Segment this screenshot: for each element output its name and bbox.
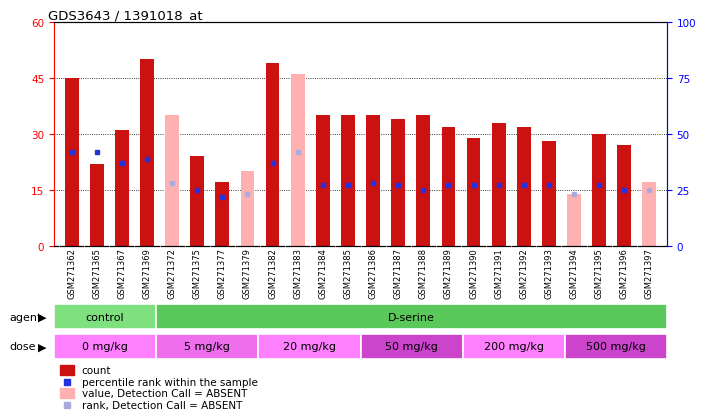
Text: GSM271396: GSM271396 (620, 248, 629, 299)
Text: GSM271392: GSM271392 (519, 248, 528, 299)
Text: rank, Detection Call = ABSENT: rank, Detection Call = ABSENT (81, 400, 242, 410)
Bar (316, 116, 329, 246)
Bar (156, 334, 258, 359)
Text: 20 mg/kg: 20 mg/kg (283, 342, 336, 351)
Text: GSM271384: GSM271384 (319, 248, 327, 299)
Text: 5 mg/kg: 5 mg/kg (185, 342, 230, 351)
Text: GSM271394: GSM271394 (570, 248, 578, 299)
Text: control: control (86, 312, 125, 322)
Text: agent: agent (9, 312, 42, 322)
Bar (642, 183, 656, 246)
Bar (54, 334, 156, 359)
Bar (265, 64, 280, 246)
Bar (592, 135, 606, 246)
Text: GDS3643 / 1391018_at: GDS3643 / 1391018_at (48, 9, 203, 22)
Bar (156, 304, 667, 329)
Text: GSM271365: GSM271365 (92, 248, 101, 299)
Bar (417, 116, 430, 246)
Text: GSM271390: GSM271390 (469, 248, 478, 299)
Bar (115, 131, 129, 246)
Bar (466, 138, 480, 246)
Text: GSM271383: GSM271383 (293, 248, 302, 299)
Text: GSM271391: GSM271391 (494, 248, 503, 299)
Text: GSM271377: GSM271377 (218, 248, 227, 299)
Bar (61, 389, 74, 398)
Bar (567, 194, 581, 246)
Text: ▶: ▶ (38, 342, 47, 351)
Bar (565, 334, 667, 359)
Text: D-serine: D-serine (388, 312, 435, 322)
Bar (61, 365, 74, 375)
Bar (492, 123, 505, 246)
Text: 500 mg/kg: 500 mg/kg (586, 342, 646, 351)
Text: 0 mg/kg: 0 mg/kg (82, 342, 128, 351)
Bar (517, 127, 531, 246)
Bar (165, 116, 179, 246)
Text: GSM271379: GSM271379 (243, 248, 252, 299)
Text: GSM271385: GSM271385 (343, 248, 353, 299)
Text: percentile rank within the sample: percentile rank within the sample (81, 377, 257, 387)
Text: GSM271387: GSM271387 (394, 248, 402, 299)
Text: GSM271369: GSM271369 (143, 248, 151, 299)
Text: count: count (81, 365, 111, 375)
Text: GSM271362: GSM271362 (67, 248, 76, 299)
Bar (542, 142, 556, 246)
Text: GSM271375: GSM271375 (193, 248, 202, 299)
Text: GSM271389: GSM271389 (444, 248, 453, 299)
Text: GSM271372: GSM271372 (167, 248, 177, 299)
Bar (190, 157, 204, 246)
Bar (441, 127, 456, 246)
Bar (341, 116, 355, 246)
Text: GSM271386: GSM271386 (368, 248, 378, 299)
Bar (140, 60, 154, 246)
Bar (65, 79, 79, 246)
Bar (392, 120, 405, 246)
Bar (291, 75, 304, 246)
Bar (241, 172, 255, 246)
Bar (463, 334, 565, 359)
Text: 50 mg/kg: 50 mg/kg (385, 342, 438, 351)
Bar (54, 304, 156, 329)
Bar (258, 334, 360, 359)
Bar (90, 164, 104, 246)
Bar (360, 334, 463, 359)
Text: GSM271388: GSM271388 (419, 248, 428, 299)
Text: ▶: ▶ (38, 312, 47, 322)
Text: GSM271382: GSM271382 (268, 248, 277, 299)
Text: dose: dose (9, 342, 36, 351)
Text: GSM271367: GSM271367 (118, 248, 126, 299)
Text: value, Detection Call = ABSENT: value, Detection Call = ABSENT (81, 388, 247, 398)
Bar (617, 146, 631, 246)
Text: GSM271397: GSM271397 (645, 248, 654, 299)
Text: GSM271393: GSM271393 (544, 248, 554, 299)
Bar (216, 183, 229, 246)
Text: 200 mg/kg: 200 mg/kg (484, 342, 544, 351)
Bar (366, 116, 380, 246)
Text: GSM271395: GSM271395 (595, 248, 603, 299)
